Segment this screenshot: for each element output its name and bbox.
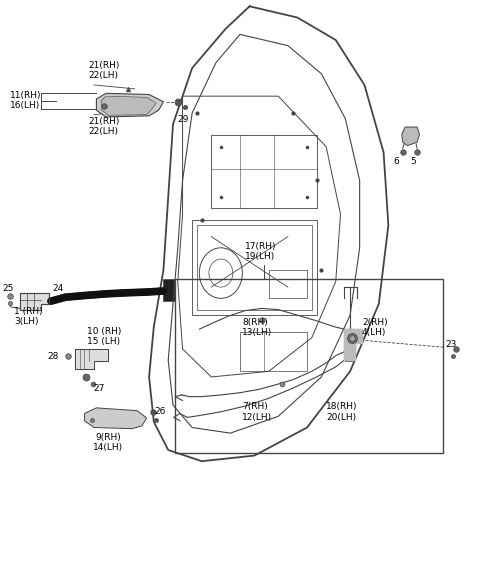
Text: 24: 24 [52, 284, 64, 293]
Polygon shape [101, 96, 156, 115]
Text: 29: 29 [178, 115, 189, 124]
Polygon shape [402, 127, 420, 146]
Text: 21(RH)
22(LH): 21(RH) 22(LH) [88, 117, 120, 136]
Bar [211, 136, 317, 208]
Text: 26: 26 [155, 407, 166, 416]
Polygon shape [20, 293, 48, 310]
Text: 9(RH)
14(LH): 9(RH) 14(LH) [93, 432, 123, 452]
Text: 27: 27 [93, 384, 105, 393]
Bar [197, 225, 312, 310]
Polygon shape [84, 408, 147, 428]
Text: 2(RH)
4(LH): 2(RH) 4(LH) [362, 318, 388, 337]
Bar [345, 345, 354, 361]
Polygon shape [344, 329, 362, 360]
Polygon shape [75, 349, 108, 369]
Bar [269, 270, 307, 298]
Text: 25: 25 [2, 284, 13, 293]
Text: 18(RH)
20(LH): 18(RH) 20(LH) [326, 402, 358, 422]
Bar [163, 279, 175, 301]
Bar [240, 332, 307, 372]
Text: 6: 6 [393, 158, 399, 167]
Bar [192, 220, 317, 315]
Text: 17(RH)
19(LH): 17(RH) 19(LH) [245, 242, 276, 261]
Text: 11(RH)
16(LH): 11(RH) 16(LH) [10, 91, 42, 110]
Text: 1 (RH)
3(LH): 1 (RH) 3(LH) [14, 307, 43, 326]
Polygon shape [96, 93, 163, 117]
Text: 7(RH)
12(LH): 7(RH) 12(LH) [242, 402, 273, 422]
Text: 5: 5 [410, 158, 416, 167]
Text: 21(RH)
22(LH): 21(RH) 22(LH) [88, 61, 120, 81]
Text: 8(RH)
13(LH): 8(RH) 13(LH) [242, 318, 273, 337]
Text: 23: 23 [446, 340, 457, 349]
Text: 10 (RH)
15 (LH): 10 (RH) 15 (LH) [87, 327, 121, 346]
Text: 28: 28 [48, 352, 59, 361]
Bar [175, 279, 444, 453]
